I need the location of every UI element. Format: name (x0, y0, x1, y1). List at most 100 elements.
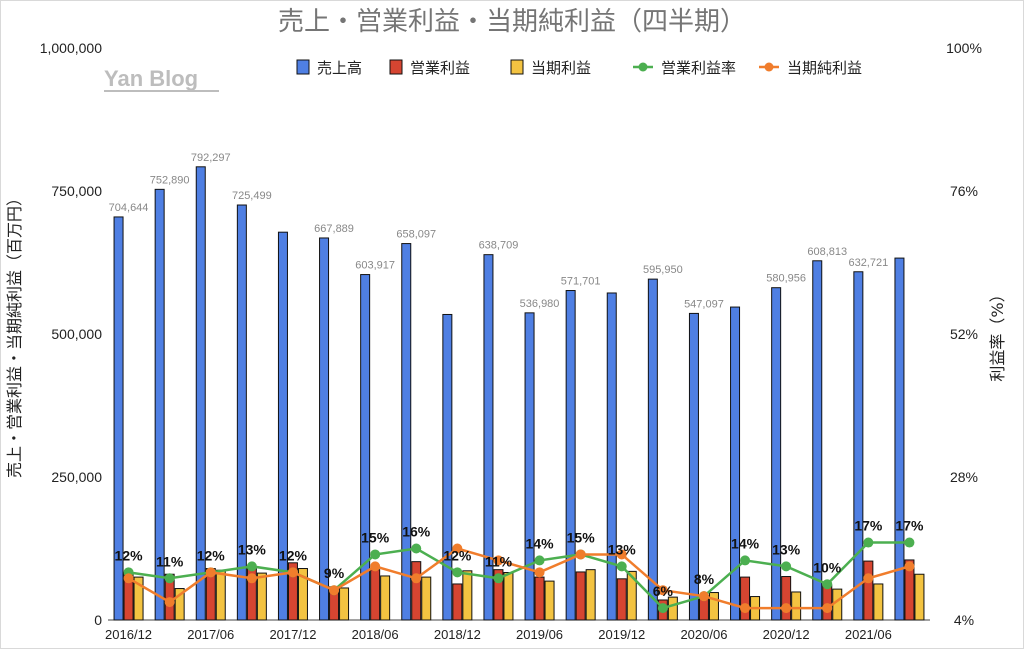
net-income-point (287, 567, 298, 578)
bar-net-income (380, 575, 391, 621)
operating-margin-point (452, 567, 463, 578)
operating-margin-label: 14% (526, 535, 555, 551)
bar-net-income (421, 576, 432, 621)
x-tick-label: 2017/12 (269, 627, 316, 642)
sales-value-label: 571,701 (561, 276, 601, 288)
bar-net-income (339, 587, 350, 621)
bar-sales (853, 271, 864, 621)
bar-net-income (174, 588, 185, 621)
operating-margin-label: 14% (731, 535, 760, 551)
operating-margin-point (534, 555, 545, 566)
operating-margin-label: 12% (279, 547, 308, 563)
operating-margin-label: 13% (238, 541, 267, 557)
legend-swatch (296, 59, 310, 75)
operating-margin-point (781, 561, 792, 572)
operating-margin-point (904, 537, 915, 548)
bar-operating-profit (575, 571, 586, 621)
bar-net-income (667, 596, 678, 621)
sales-value-label: 725,499 (232, 190, 272, 202)
bar-sales (771, 287, 782, 621)
net-income-point (616, 549, 627, 560)
net-income-point (781, 603, 792, 614)
bar-sales (483, 254, 494, 621)
legend-label: 当期利益 (531, 59, 591, 77)
bar-sales (524, 312, 535, 621)
net-income-point (329, 585, 340, 596)
bar-operating-profit (411, 561, 422, 621)
bar-net-income (462, 570, 473, 621)
bar-sales (894, 257, 905, 621)
bar-sales (688, 312, 699, 621)
operating-margin-label: 16% (402, 524, 431, 540)
operating-margin-line (128, 541, 910, 610)
bar-sales (236, 204, 247, 621)
y-right-axis-title: 利益率（%） (988, 286, 1007, 381)
bar-net-income (503, 572, 514, 621)
net-income-point (698, 591, 709, 602)
operating-margin-point (740, 555, 751, 566)
bar-operating-profit (534, 576, 545, 621)
legend-label: 営業利益 (410, 59, 470, 77)
legend-swatch (510, 59, 524, 75)
operating-margin-label: 17% (895, 518, 924, 534)
sales-value-label: 704,644 (109, 202, 149, 214)
bar-operating-profit (287, 562, 298, 621)
sales-value-label: 608,813 (807, 246, 847, 258)
bar-sales (606, 292, 617, 621)
sales-value-label: 667,889 (314, 223, 354, 235)
operating-margin-point (246, 561, 257, 572)
sales-value-label: 632,721 (848, 257, 888, 269)
net-income-point (740, 603, 751, 614)
net-income-point (863, 573, 874, 584)
y-right-tick-label: 28% (950, 469, 978, 485)
x-tick-label: 2019/06 (516, 627, 563, 642)
operating-margin-point (370, 549, 381, 560)
bar-sales (154, 188, 165, 621)
net-income-point (493, 555, 504, 566)
operating-margin-label: 6% (653, 583, 674, 599)
bar-sales (319, 237, 330, 621)
bar-net-income (256, 572, 267, 621)
net-income-point (452, 543, 463, 554)
bar-net-income (544, 580, 555, 621)
sales-value-label: 595,950 (643, 264, 683, 276)
bar-operating-profit (781, 576, 792, 621)
y-left-axis-title: 売上・営業利益・当期純利益（百万円） (5, 190, 24, 478)
bar-net-income (791, 591, 802, 621)
bar-sales (647, 278, 658, 621)
net-income-point (370, 561, 381, 572)
operating-margin-label: 15% (361, 529, 390, 545)
operating-margin-label: 13% (772, 541, 801, 557)
legend-swatch-dot (764, 62, 774, 72)
operating-margin-label: 9% (324, 565, 345, 581)
net-income-line (127, 547, 910, 610)
sales-value-label: 638,709 (479, 240, 519, 252)
operating-margin-label: 12% (443, 547, 472, 563)
bar-sales (113, 216, 124, 621)
operating-margin-label: 15% (567, 529, 596, 545)
y-left-tick-label: 500,000 (51, 326, 102, 342)
sales-value-label: 792,297 (191, 152, 231, 164)
operating-margin-point (411, 543, 422, 554)
x-tick-label: 2021/06 (845, 627, 892, 642)
y-left-tick-label: 1,000,000 (40, 40, 102, 56)
operating-margin-label: 12% (197, 547, 226, 563)
operating-margin-point (863, 537, 874, 548)
net-income-point (411, 573, 422, 584)
bar-operating-profit (493, 569, 504, 621)
net-income-point (822, 603, 833, 614)
sales-value-label: 536,980 (520, 298, 560, 310)
operating-margin-label: 11% (156, 553, 184, 569)
operating-margin-point (493, 573, 504, 584)
bar-operating-profit (370, 569, 381, 621)
operating-margin-label: 12% (115, 547, 144, 563)
net-income-point (904, 561, 915, 572)
sales-value-label: 658,097 (396, 229, 436, 241)
legend-swatch-dot (638, 62, 648, 72)
bar-operating-profit (616, 578, 627, 621)
legend-label: 売上高 (317, 59, 362, 77)
chart-title: 売上・営業利益・当期純利益（四半期） (278, 7, 746, 37)
operating-margin-point (657, 603, 668, 614)
operating-margin-label: 10% (813, 559, 842, 575)
